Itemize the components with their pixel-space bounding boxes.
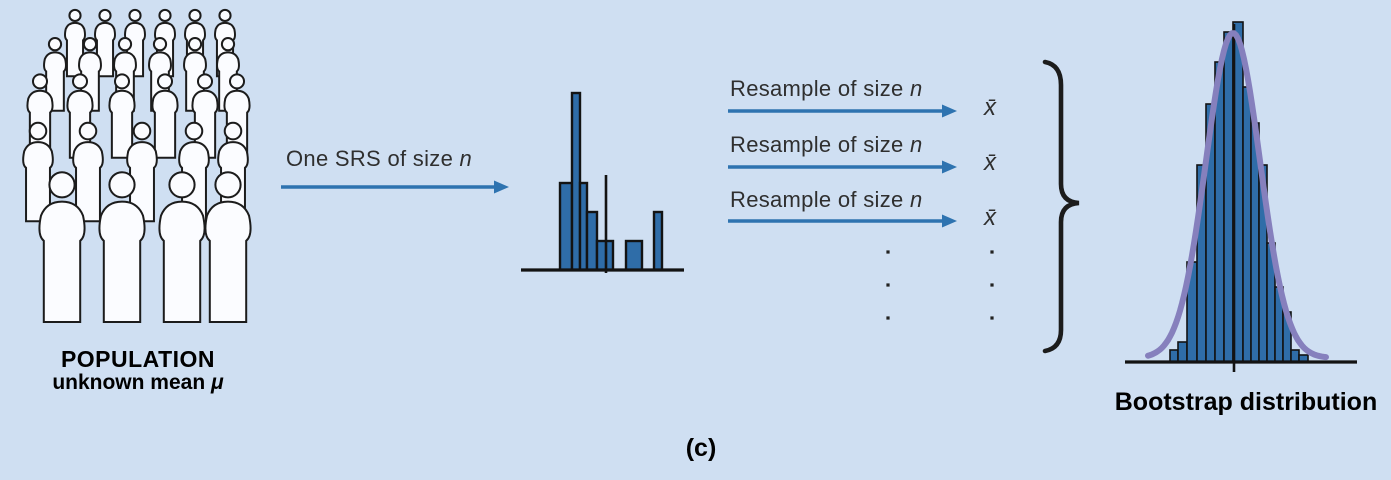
grouping-brace — [1042, 59, 1080, 354]
population-title: POPULATION — [60, 346, 216, 372]
sample-histogram — [521, 91, 684, 273]
resample-mean-3: x̄ — [984, 204, 996, 231]
population-subtitle-text: unknown mean — [52, 371, 211, 394]
resample-arrow-1 — [728, 104, 957, 118]
population-mean-symbol: μ — [211, 371, 224, 394]
resample-mean-1: x̄ — [984, 94, 996, 121]
resample-mean-2: x̄ — [984, 149, 996, 176]
resample-arrow-3 — [728, 214, 957, 228]
figure-caption: (c) — [685, 434, 717, 462]
bootstrap-distribution-histogram — [1125, 21, 1357, 372]
srs-arrowhead-icon — [494, 180, 509, 194]
srs-arrow — [281, 180, 509, 194]
population-crowd-illustration — [22, 9, 252, 324]
resample-label-3: Resample of size n — [730, 187, 923, 212]
srs-arrow-label: One SRS of size n — [286, 146, 473, 171]
resample-arrowhead-3-icon — [942, 214, 957, 228]
bootstrap-distribution-label: Bootstrap distribution — [1114, 388, 1378, 416]
resample-arrowhead-1-icon — [942, 104, 957, 118]
population-subtitle: unknown mean μ — [18, 371, 258, 395]
resample-arrow-2 — [728, 160, 957, 174]
continuation-dots — [886, 250, 994, 320]
resample-label-1: Resample of size n — [730, 76, 923, 101]
resample-label-2: Resample of size n — [730, 132, 923, 157]
resample-arrowhead-2-icon — [942, 160, 957, 174]
